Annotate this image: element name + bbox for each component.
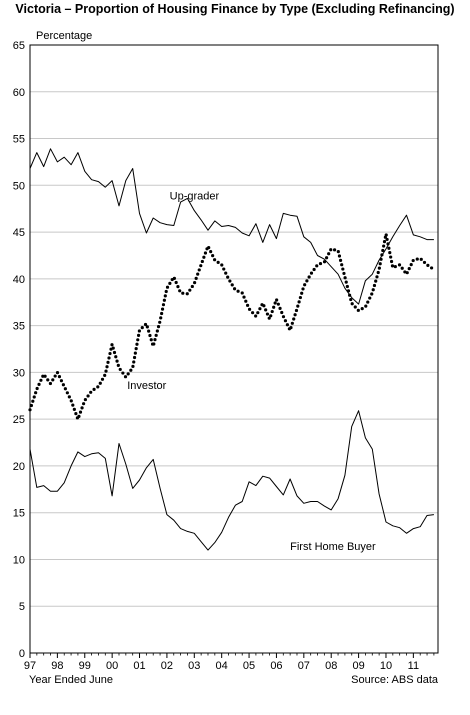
x-tick-label-07: 07 [298,660,310,672]
plot-frame [29,44,439,654]
x-tick-label-02: 02 [161,660,173,672]
x-tick-label-00: 00 [106,660,118,672]
y-axis-label: Percentage [36,30,92,42]
y-tick-label-60: 60 [13,87,25,99]
y-tick-label-20: 20 [13,461,25,473]
x-tick-label-04: 04 [216,660,228,672]
x-tick-label-99: 99 [79,660,91,672]
first-home-buyer-line [29,410,434,551]
chart-title: Victoria – Proportion of Housing Finance… [15,2,455,16]
y-tick-label-35: 35 [13,321,25,333]
x-tick-label-08: 08 [325,660,337,672]
series-group [28,148,436,551]
x-axis: 97 98 99 00 01 02 03 04 05 06 07 08 09 10 11 [24,653,435,672]
y-tick-label-55: 55 [13,134,25,146]
x-tick-label-05: 05 [243,660,255,672]
gridlines [30,91,438,607]
y-tick-label-45: 45 [13,227,25,239]
x-tick-label-97: 97 [24,660,36,672]
x-tick-label-10: 10 [380,660,392,672]
y-axis: 0 5 10 15 20 25 30 35 40 45 50 55 60 65 [13,40,25,660]
y-tick-label-50: 50 [13,180,25,192]
x-axis-label: Year Ended June [29,674,113,686]
y-tick-label-5: 5 [19,601,25,613]
source-note: Source: ABS data [351,674,439,686]
series-label-first-home-buyer: First Home Buyer [290,541,376,553]
series-label-investor: Investor [127,380,166,392]
y-tick-label-40: 40 [13,274,25,286]
x-tick-label-98: 98 [51,660,63,672]
y-tick-label-0: 0 [19,648,25,660]
y-tick-label-25: 25 [13,414,25,426]
y-tick-label-15: 15 [13,508,25,520]
y-tick-label-65: 65 [13,40,25,52]
series-label-up-grader: Up-grader [170,190,220,202]
series-labels: Up-grader Investor First Home Buyer [127,190,376,553]
y-tick-label-30: 30 [13,367,25,379]
x-tick-label-09: 09 [352,660,364,672]
y-tick-label-10: 10 [13,554,25,566]
x-tick-label-11: 11 [408,660,419,672]
up-grader-line [29,148,434,305]
investor-line [28,232,436,421]
x-tick-label-06: 06 [270,660,282,672]
x-tick-label-03: 03 [188,660,200,672]
x-tick-label-01: 01 [133,660,145,672]
